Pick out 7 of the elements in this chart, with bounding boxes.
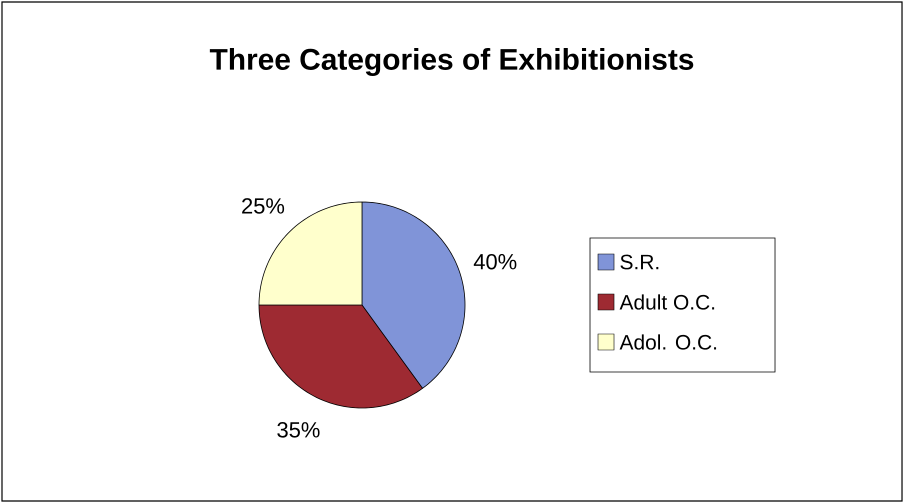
data-label: 35% [277,422,320,438]
data-label: 40% [474,254,516,270]
legend-label: Adult O.C. [620,294,714,310]
chart-title: Three Categories of Exhibitionists [210,48,694,76]
legend-label: Adol. O.C. [620,334,716,350]
legend-label: S.R. [620,254,658,270]
data-label: 25% [242,198,284,214]
